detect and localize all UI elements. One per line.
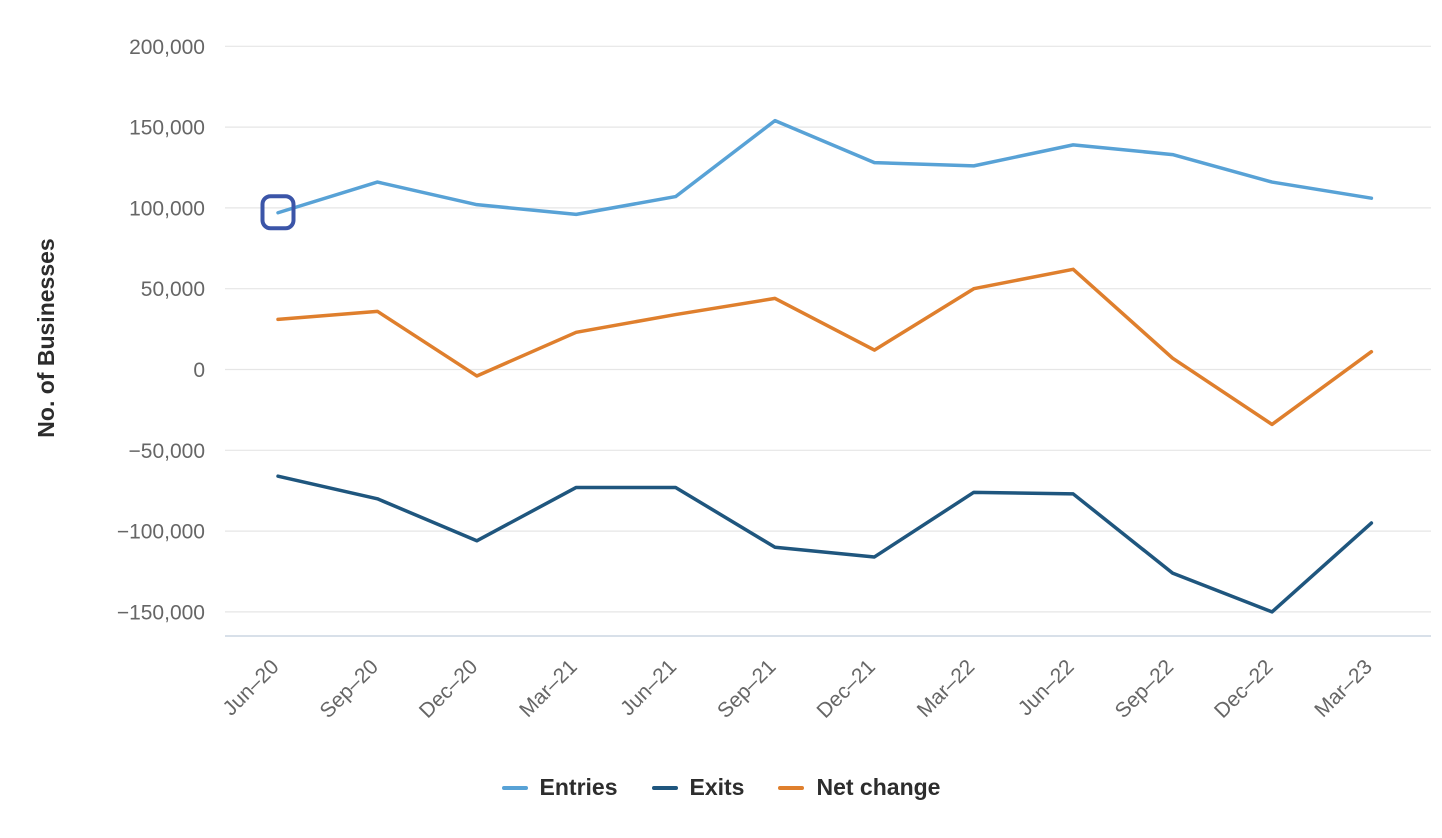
y-tick-label: 50,000 — [141, 278, 205, 301]
series-lines — [276, 118, 1374, 614]
y-tick-label: 100,000 — [129, 197, 205, 220]
legend-label: Entries — [539, 774, 618, 800]
chart-legend: Entries Exits Net change — [0, 774, 1442, 801]
y-axis-title: No. of Businesses — [33, 238, 59, 437]
x-tick-label: Sep–22 — [1111, 655, 1178, 722]
y-tick-label: 200,000 — [129, 36, 205, 59]
legend-swatch — [778, 785, 805, 790]
x-tick-label: Sep–20 — [315, 655, 382, 722]
legend-swatch — [501, 785, 528, 790]
x-tick-label: Dec–21 — [812, 655, 879, 722]
x-tick-label: Jun–22 — [1014, 655, 1079, 720]
y-tick-label: 0 — [193, 359, 205, 382]
x-tick-label: Mar–21 — [515, 655, 582, 722]
y-tick-label: 150,000 — [129, 117, 205, 140]
y-tick-label: −150,000 — [117, 601, 205, 624]
x-tick-label: Dec–20 — [415, 655, 482, 722]
x-tick-label: Mar–23 — [1310, 655, 1377, 722]
x-tick-label: Dec–22 — [1210, 655, 1277, 722]
y-tick-label: −100,000 — [117, 521, 205, 544]
legend-swatch — [651, 785, 678, 790]
x-tick-label: Jun–21 — [616, 655, 681, 720]
x-tick-label: Mar–22 — [913, 655, 980, 722]
axis-labels: 200,000 150,000 100,000 50,000 0 −50,000 −100,… — [117, 36, 1377, 723]
legend-label: Exits — [689, 774, 745, 800]
annotation-layer — [260, 194, 296, 231]
series-line-exits[interactable] — [276, 474, 1374, 614]
series-line-net-change[interactable] — [276, 267, 1374, 427]
legend-label: Net change — [816, 774, 941, 800]
gridlines — [225, 45, 1431, 637]
y-tick-label: −50,000 — [129, 440, 206, 463]
legend-item-exits[interactable]: Exits — [651, 774, 745, 801]
series-line-entries[interactable] — [276, 118, 1374, 217]
x-tick-label: Sep–21 — [713, 655, 780, 722]
legend-item-net-change[interactable]: Net change — [778, 774, 940, 801]
highlight-box — [260, 194, 296, 231]
legend-item-entries[interactable]: Entries — [501, 774, 618, 801]
x-tick-label: Jun–20 — [219, 655, 284, 720]
